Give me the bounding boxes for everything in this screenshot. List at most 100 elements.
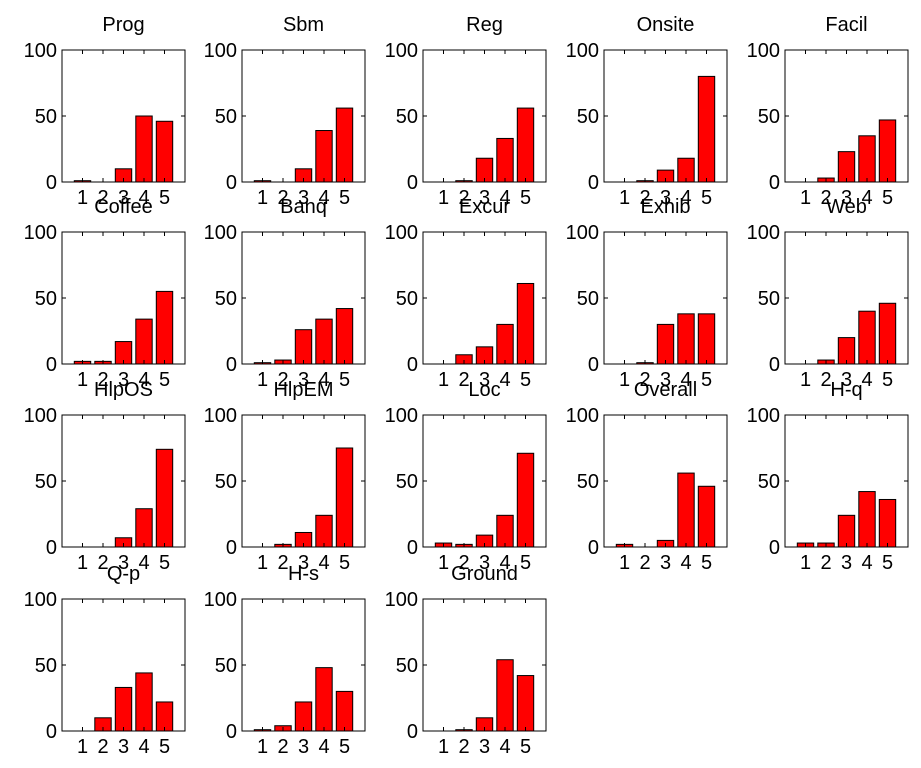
x-tick-label: 1 bbox=[77, 736, 88, 758]
subplot-onsite: Onsite 0 50 100 1 2 3 4 5 bbox=[566, 14, 728, 209]
y-tick-label: 50 bbox=[215, 655, 237, 677]
y-tick-label: 100 bbox=[385, 405, 418, 427]
x-tick-label: 5 bbox=[520, 187, 531, 209]
x-tick-label: 4 bbox=[318, 552, 329, 574]
x-tick-label: 3 bbox=[118, 369, 129, 391]
y-tick-label: 0 bbox=[226, 354, 237, 376]
x-tick-label: 2 bbox=[820, 552, 831, 574]
bar-5 bbox=[335, 107, 354, 183]
x-tick-label: 1 bbox=[438, 736, 449, 758]
subplot-title: Overall bbox=[634, 379, 697, 401]
x-tick-label: 4 bbox=[499, 369, 510, 391]
x-tick-label: 4 bbox=[318, 369, 329, 391]
x-tick-label: 5 bbox=[882, 369, 893, 391]
x-tick-label: 5 bbox=[339, 187, 350, 209]
bar-5 bbox=[516, 107, 535, 183]
y-tick-label: 50 bbox=[215, 288, 237, 310]
y-tick-label: 100 bbox=[204, 589, 237, 611]
subplot-web: Web 0 50 100 1 2 3 4 5 bbox=[747, 196, 909, 391]
bar-5 bbox=[155, 701, 174, 732]
x-tick-label: 1 bbox=[77, 552, 88, 574]
y-tick-label: 100 bbox=[566, 405, 599, 427]
subplot-banq: Banq 0 50 100 1 2 3 4 5 bbox=[204, 196, 366, 391]
bar-5 bbox=[155, 120, 174, 183]
x-tick-label: 2 bbox=[820, 369, 831, 391]
y-tick-label: 100 bbox=[204, 405, 237, 427]
x-tick-label: 5 bbox=[882, 552, 893, 574]
y-tick-label: 0 bbox=[588, 537, 599, 559]
x-tick-label: 3 bbox=[841, 552, 852, 574]
x-tick-label: 4 bbox=[138, 187, 149, 209]
subplot-h-q: H-q 0 50 100 1 2 3 4 5 bbox=[747, 379, 909, 574]
y-tick-label: 50 bbox=[758, 288, 780, 310]
x-tick-label: 1 bbox=[77, 369, 88, 391]
y-tick-label: 50 bbox=[215, 106, 237, 128]
y-tick-label: 100 bbox=[747, 222, 780, 244]
x-tick-label: 5 bbox=[159, 552, 170, 574]
y-tick-label: 0 bbox=[226, 721, 237, 743]
subplot-reg: Reg 0 50 100 1 2 3 4 5 bbox=[385, 14, 547, 209]
x-tick-label: 4 bbox=[680, 552, 691, 574]
x-tick-label: 2 bbox=[458, 187, 469, 209]
x-tick-label: 3 bbox=[479, 552, 490, 574]
x-tick-label: 5 bbox=[159, 187, 170, 209]
y-tick-label: 100 bbox=[385, 589, 418, 611]
bar-4 bbox=[315, 130, 333, 183]
y-tick-label: 50 bbox=[396, 288, 418, 310]
subplot-facil: Facil 0 50 100 1 2 3 4 5 bbox=[747, 14, 909, 209]
x-tick-label: 2 bbox=[820, 187, 831, 209]
bar-5 bbox=[335, 447, 354, 548]
subplot-loc: Loc 0 50 100 1 2 3 4 5 bbox=[385, 379, 547, 574]
x-tick-label: 5 bbox=[520, 369, 531, 391]
y-tick-label: 100 bbox=[385, 40, 418, 62]
x-tick-label: 2 bbox=[639, 369, 650, 391]
y-tick-label: 50 bbox=[577, 106, 599, 128]
y-tick-label: 0 bbox=[46, 721, 57, 743]
subplot-q-p: Q-p 0 50 100 1 2 3 4 5 bbox=[24, 563, 186, 758]
x-tick-label: 4 bbox=[680, 187, 691, 209]
bar-4 bbox=[496, 137, 514, 183]
subplot-title: Web bbox=[826, 196, 867, 218]
y-tick-label: 0 bbox=[226, 172, 237, 194]
x-tick-label: 4 bbox=[499, 187, 510, 209]
subplot-title: Ground bbox=[451, 563, 518, 585]
x-tick-label: 1 bbox=[438, 369, 449, 391]
subplot-title: HlpOS bbox=[94, 379, 153, 401]
x-tick-label: 2 bbox=[97, 736, 108, 758]
x-tick-label: 4 bbox=[861, 369, 872, 391]
y-tick-label: 100 bbox=[385, 222, 418, 244]
x-tick-label: 1 bbox=[257, 736, 268, 758]
x-tick-label: 2 bbox=[97, 369, 108, 391]
x-tick-label: 1 bbox=[257, 187, 268, 209]
x-tick-label: 1 bbox=[257, 552, 268, 574]
bar-4 bbox=[858, 135, 876, 183]
x-tick-label: 5 bbox=[882, 187, 893, 209]
x-tick-label: 4 bbox=[138, 552, 149, 574]
x-tick-label: 3 bbox=[479, 736, 490, 758]
subplot-title: Exhib bbox=[640, 196, 690, 218]
bar-5 bbox=[697, 485, 716, 548]
x-tick-label: 2 bbox=[277, 736, 288, 758]
subplot-title: Banq bbox=[280, 196, 327, 218]
y-tick-label: 0 bbox=[588, 354, 599, 376]
x-tick-label: 5 bbox=[339, 369, 350, 391]
bar-4 bbox=[858, 491, 876, 548]
subplot-hlpos: HlpOS 0 50 100 1 2 3 4 5 bbox=[24, 379, 186, 574]
y-tick-label: 0 bbox=[769, 537, 780, 559]
bar-4 bbox=[135, 508, 153, 548]
x-tick-label: 2 bbox=[277, 369, 288, 391]
x-tick-label: 5 bbox=[339, 552, 350, 574]
x-tick-label: 3 bbox=[841, 369, 852, 391]
y-tick-label: 0 bbox=[407, 354, 418, 376]
y-tick-label: 0 bbox=[588, 172, 599, 194]
subplot-sbm: Sbm 0 50 100 1 2 3 4 5 bbox=[204, 14, 366, 209]
x-tick-label: 4 bbox=[861, 187, 872, 209]
bar-4 bbox=[496, 323, 514, 365]
y-tick-label: 0 bbox=[769, 172, 780, 194]
y-tick-label: 50 bbox=[35, 288, 57, 310]
x-tick-label: 2 bbox=[277, 187, 288, 209]
bar-3 bbox=[294, 329, 313, 365]
x-tick-label: 2 bbox=[97, 552, 108, 574]
y-tick-label: 50 bbox=[215, 471, 237, 493]
x-tick-label: 1 bbox=[619, 187, 630, 209]
